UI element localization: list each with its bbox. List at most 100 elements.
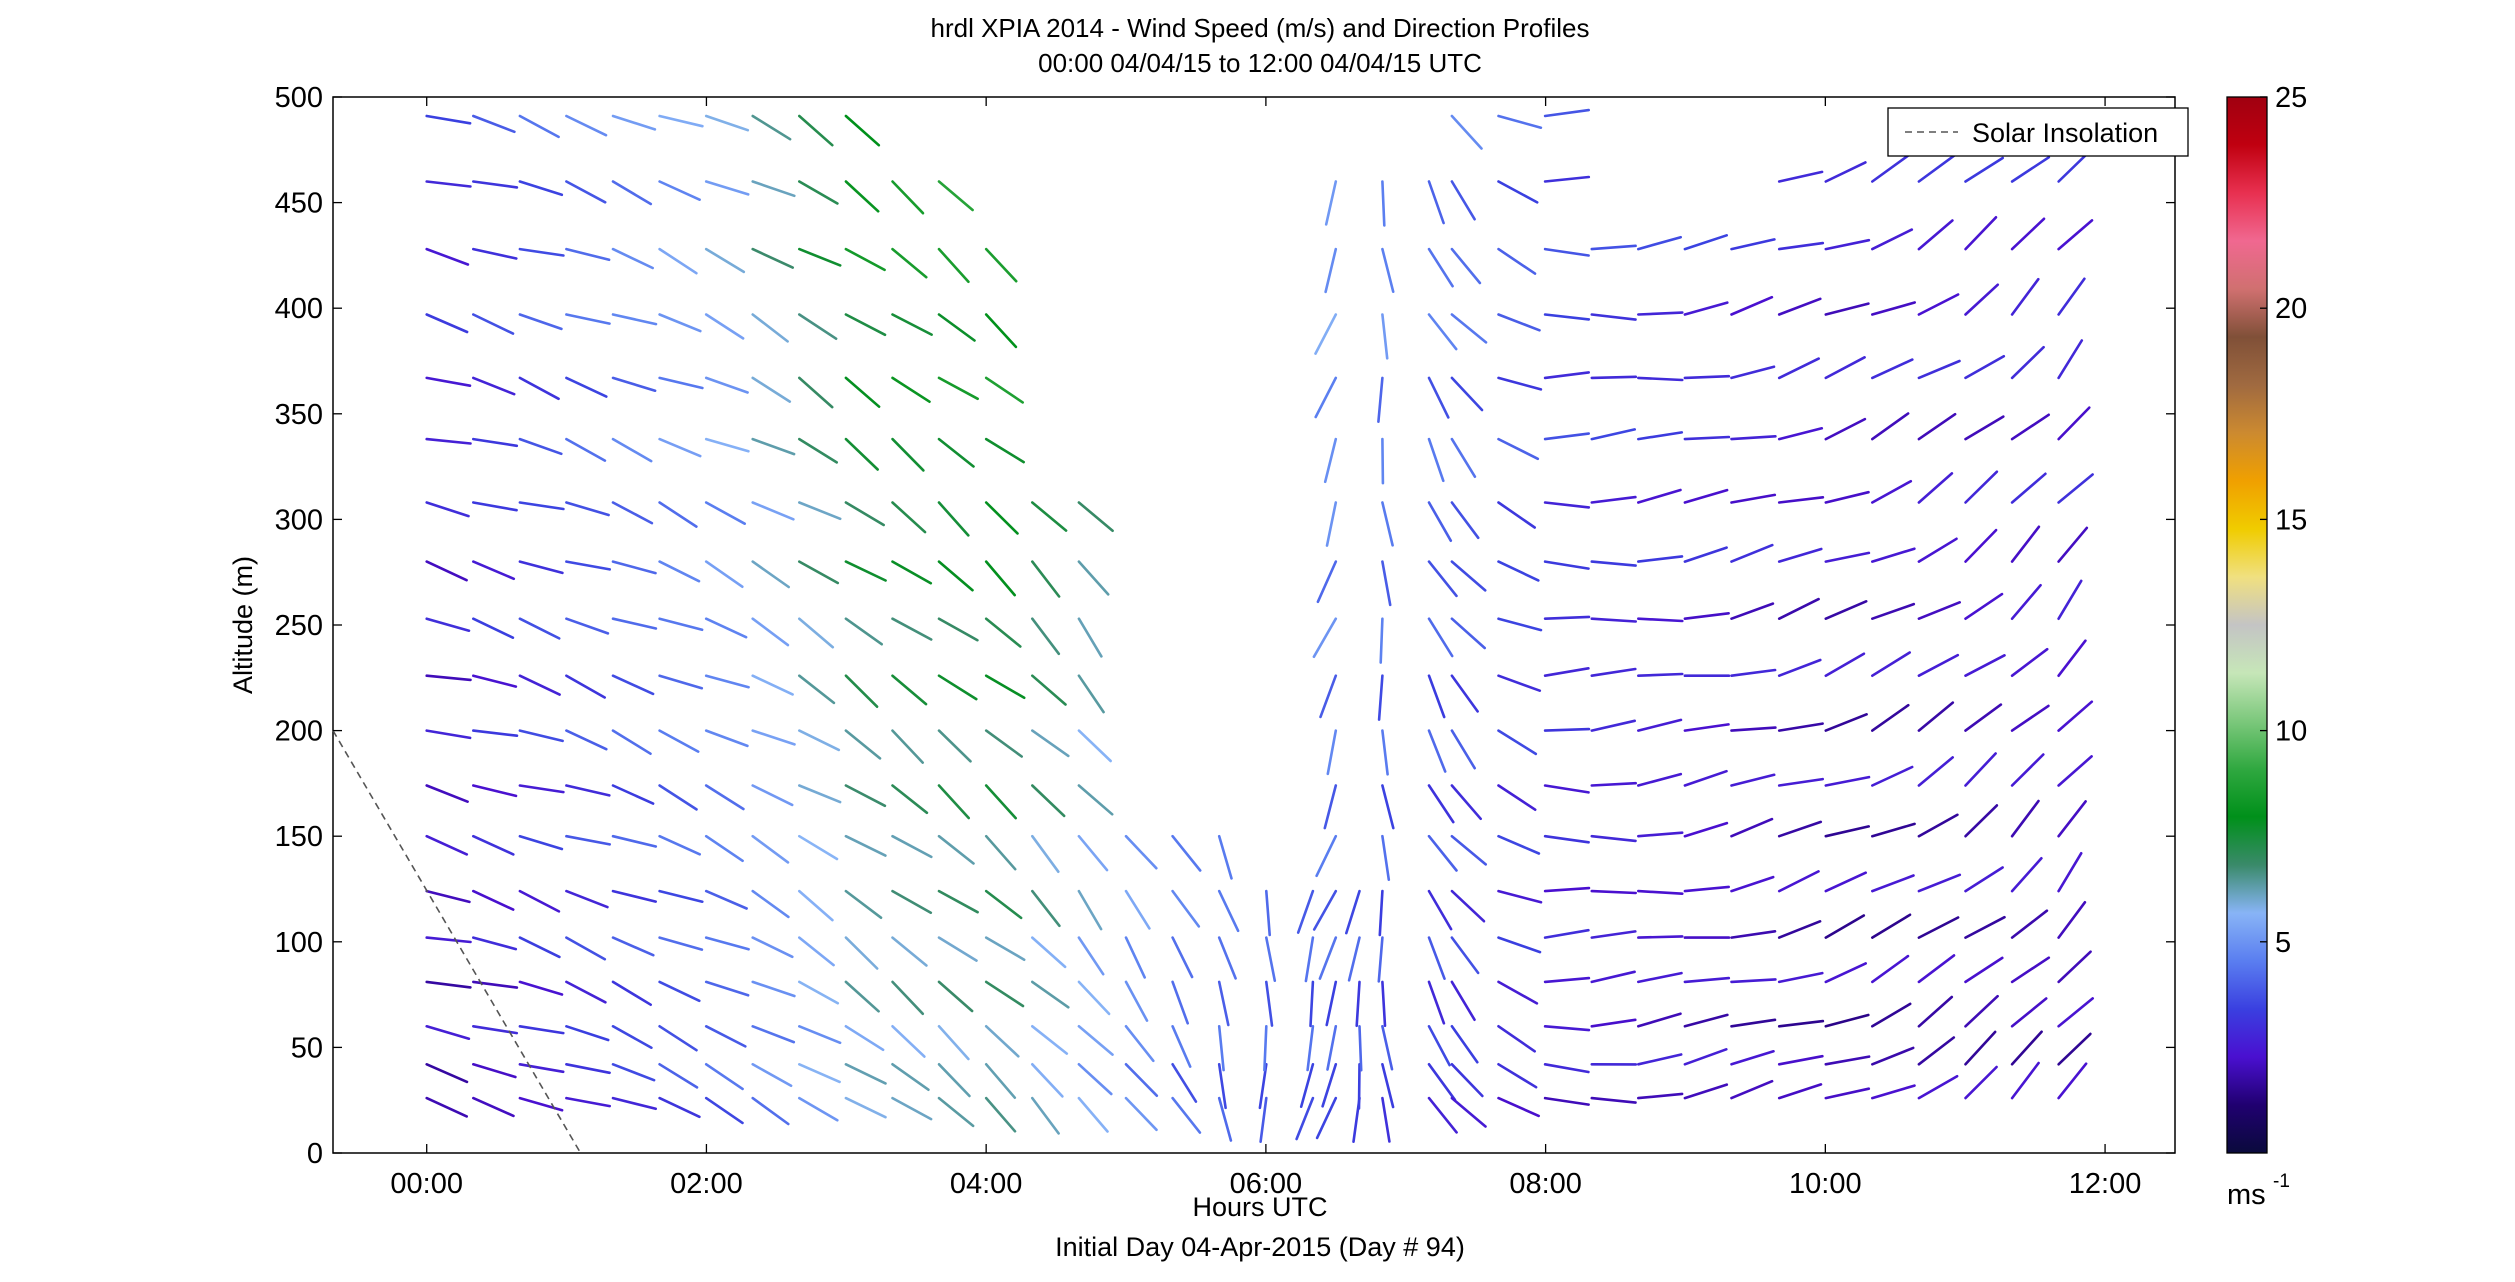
wind-vector: [1590, 930, 1637, 939]
wind-vector: [751, 437, 796, 456]
wind-vector: [1427, 437, 1445, 483]
wind-vector: [1427, 834, 1458, 872]
wind-vector: [1824, 161, 1867, 183]
wind-vector: [797, 247, 842, 267]
wind-vector: [658, 834, 702, 856]
wind-vector: [1871, 301, 1916, 316]
wind-vector: [1590, 617, 1637, 623]
wind-vector: [1355, 980, 1361, 1028]
colorbar-gradient: [2226, 96, 2268, 1154]
plot-area: [332, 96, 2176, 1154]
wind-vector: [1427, 376, 1450, 419]
wind-vector: [1450, 784, 1482, 821]
wind-vector: [1299, 1063, 1315, 1108]
wind-vector: [1964, 283, 2000, 316]
wind-vector: [937, 560, 974, 592]
wind-vector: [937, 376, 980, 401]
wind-vector: [1031, 729, 1070, 758]
wind-vector: [1258, 1063, 1268, 1110]
wind-vector: [1777, 597, 1820, 621]
wind-vector: [565, 980, 607, 1004]
wind-vector: [1590, 719, 1636, 732]
wind-vector: [611, 729, 652, 756]
x-tick-label: 12:00: [2069, 1168, 2142, 1200]
wind-vector: [1427, 1063, 1457, 1102]
wind-vector: [658, 1025, 698, 1052]
wind-vector: [2010, 345, 2045, 380]
wind-vector: [1450, 729, 1476, 770]
wind-vector: [1497, 834, 1541, 855]
wind-vector: [1777, 722, 1824, 732]
wind-vector: [844, 247, 886, 272]
wind-vector: [1637, 376, 1684, 382]
wind-vector: [1031, 560, 1061, 598]
wind-vector: [1683, 976, 1731, 984]
wind-vector: [2010, 753, 2045, 787]
wind-vector: [1964, 994, 1999, 1028]
wind-vector: [1381, 180, 1386, 227]
wind-vector: [471, 437, 519, 448]
wind-vector: [1777, 1083, 1823, 1100]
y-axis-label: Altitude (m): [228, 556, 258, 694]
wind-vector: [1031, 617, 1061, 656]
wind-vector: [1730, 365, 1776, 380]
legend-label: Solar Insolation: [1972, 118, 2158, 148]
wind-vector: [1497, 1025, 1536, 1053]
wind-vector: [1543, 1063, 1590, 1074]
wind-vector: [611, 437, 653, 463]
wind-vector: [1730, 978, 1777, 984]
wind-vector: [1381, 980, 1387, 1028]
colorbar-tick-label: 10: [2275, 716, 2307, 748]
wind-vector: [1381, 501, 1394, 547]
wind-vector: [1497, 114, 1543, 129]
wind-vector: [1450, 1063, 1484, 1098]
wind-vector: [1964, 216, 1998, 251]
wind-vector: [984, 834, 1017, 871]
wind-vector: [1497, 980, 1539, 1005]
wind-vector: [1964, 592, 2004, 621]
wind-vector: [518, 784, 565, 794]
wind-vector: [2010, 1061, 2040, 1100]
wind-vector: [1871, 412, 1910, 441]
wind-vector: [1730, 543, 1774, 563]
wind-vector: [1824, 599, 1868, 621]
wind-vector: [797, 674, 836, 705]
wind-vector: [1543, 784, 1590, 794]
wind-vector: [891, 1096, 933, 1121]
wind-vector: [1543, 976, 1591, 984]
wind-vector: [518, 980, 564, 996]
wind-vector: [1637, 555, 1684, 563]
wind-vector: [1730, 1018, 1777, 1028]
wind-vector: [658, 889, 704, 904]
wind-vector: [1590, 428, 1636, 441]
wind-vector: [2057, 755, 2093, 787]
wind-vector: [471, 560, 516, 581]
wind-vector: [471, 313, 515, 335]
wind-vector: [1381, 313, 1389, 360]
wind-vector: [611, 501, 654, 525]
wind-vector: [1871, 913, 1912, 939]
wind-vector: [658, 980, 701, 1003]
wind-vector: [2057, 473, 2094, 504]
wind-vector: [1031, 1063, 1064, 1098]
wind-vector: [1917, 954, 1956, 984]
wind-vector: [1381, 729, 1389, 776]
wind-vector: [751, 784, 794, 807]
wind-vector: [797, 729, 841, 752]
solar-insolation-line: [332, 730, 582, 1154]
wind-vector: [1637, 971, 1683, 984]
wind-vector: [658, 936, 704, 951]
wind-vector: [891, 180, 925, 215]
wind-vector: [518, 560, 564, 575]
wind-vector: [1730, 238, 1776, 251]
wind-vector: [1683, 1083, 1729, 1100]
wind-vector: [2010, 156, 2051, 183]
wind-vector: [2057, 639, 2087, 678]
wind-vector: [565, 834, 612, 846]
wind-vector: [2010, 647, 2049, 678]
wind-vector: [891, 501, 927, 534]
colorbar-tick-label: 25: [2275, 82, 2307, 114]
wind-vector: [1315, 834, 1338, 878]
wind-vector: [1124, 1096, 1158, 1132]
wind-vector: [1427, 980, 1446, 1025]
